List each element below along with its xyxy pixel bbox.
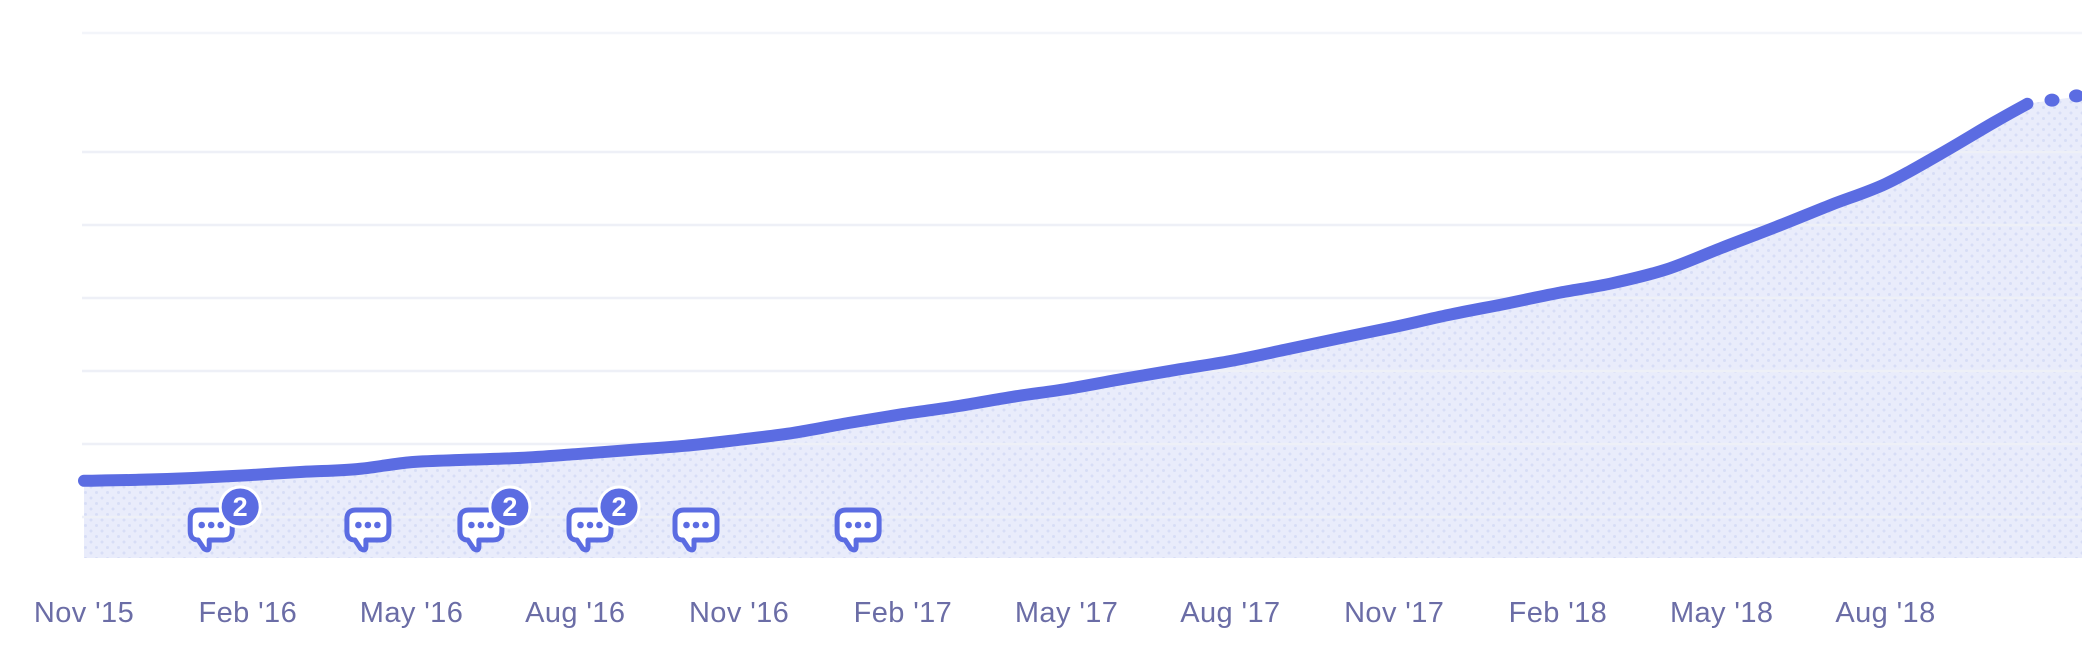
metric-area-texture: [84, 95, 2082, 559]
chat-bubble-dot: [577, 521, 584, 529]
x-axis-label: Nov '15: [34, 597, 134, 629]
line-layer: [78, 89, 2082, 487]
annotation-marker[interactable]: 2: [457, 485, 532, 553]
chat-bubble-dot: [217, 521, 224, 529]
chat-bubble-dot: [692, 521, 700, 529]
chat-bubble-icon: [834, 507, 882, 553]
chat-bubble-dot: [596, 521, 603, 529]
annotation-badge-count: 2: [502, 492, 517, 522]
x-axis-label: Aug '17: [1180, 597, 1280, 629]
chat-bubble-dot: [864, 521, 871, 529]
x-axis-label: Nov '16: [689, 597, 789, 629]
chat-bubble-dot: [854, 521, 862, 529]
annotation-badge: [597, 485, 641, 529]
annotation-marker[interactable]: 2: [187, 485, 262, 553]
x-axis-label: Nov '17: [1344, 597, 1444, 629]
x-axis-label: Feb '16: [198, 597, 297, 629]
annotation-marker[interactable]: [672, 507, 720, 553]
chat-bubble-dot: [468, 521, 475, 529]
gridline-layer: [82, 31, 2082, 519]
annotation-badge: [488, 485, 532, 529]
chat-bubble-dot: [364, 521, 372, 529]
chat-bubble-dot: [487, 521, 494, 529]
chat-bubble-icon: [672, 507, 720, 553]
annotation-layer: 2 2 2: [187, 485, 882, 553]
chat-bubble-dot: [477, 521, 485, 529]
area-layer: [84, 95, 2082, 559]
chat-bubble-dot: [586, 521, 594, 529]
chat-bubble-dot: [355, 521, 362, 529]
chat-bubble-dot: [198, 521, 205, 529]
chat-bubble-dot: [845, 521, 852, 529]
x-axis-label: Feb '18: [1509, 597, 1608, 629]
projection-dot: [2069, 89, 2082, 103]
annotation-badge-count: 2: [233, 492, 248, 522]
x-axis-label: Aug '18: [1835, 597, 1935, 629]
chat-bubble-icon: [344, 507, 392, 553]
chat-bubble-dot: [207, 521, 215, 529]
x-axis-label: May '16: [360, 597, 463, 629]
x-axis-label: May '18: [1670, 597, 1773, 629]
chat-bubble-dot: [683, 521, 690, 529]
annotation-marker[interactable]: [344, 507, 392, 553]
chat-bubble-dot: [374, 521, 381, 529]
annotation-badge-count: 2: [611, 492, 626, 522]
annotation-marker[interactable]: [834, 507, 882, 553]
annotation-badge: [218, 485, 262, 529]
x-axis-label: Aug '16: [525, 597, 625, 629]
x-axis-label: Feb '17: [854, 597, 953, 629]
projection-dot: [2044, 93, 2060, 107]
x-axis-layer: Nov '15 Feb '16 May '16 Aug '16 Nov '16 Feb '…: [34, 597, 1935, 629]
x-axis-label: May '17: [1015, 597, 1118, 629]
chat-bubble-dot: [702, 521, 709, 529]
metric-line: [78, 97, 2034, 487]
annotation-marker[interactable]: 2: [566, 485, 641, 553]
